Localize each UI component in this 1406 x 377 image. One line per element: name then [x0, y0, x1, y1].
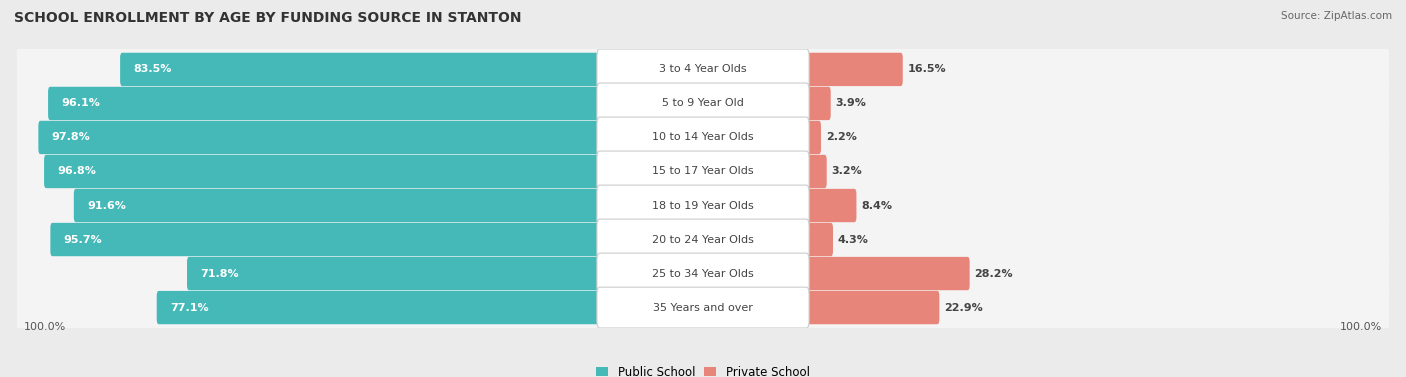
- Text: 20 to 24 Year Olds: 20 to 24 Year Olds: [652, 234, 754, 245]
- FancyBboxPatch shape: [17, 282, 1389, 333]
- Legend: Public School, Private School: Public School, Private School: [592, 361, 814, 377]
- Text: 3.2%: 3.2%: [831, 167, 862, 176]
- Text: 22.9%: 22.9%: [945, 303, 983, 313]
- FancyBboxPatch shape: [598, 219, 808, 260]
- FancyBboxPatch shape: [17, 215, 1389, 265]
- FancyBboxPatch shape: [598, 151, 808, 192]
- Text: 18 to 19 Year Olds: 18 to 19 Year Olds: [652, 201, 754, 210]
- Text: 83.5%: 83.5%: [134, 64, 172, 74]
- Text: 15 to 17 Year Olds: 15 to 17 Year Olds: [652, 167, 754, 176]
- FancyBboxPatch shape: [17, 180, 1389, 231]
- FancyBboxPatch shape: [17, 44, 1389, 95]
- FancyBboxPatch shape: [187, 257, 602, 290]
- FancyBboxPatch shape: [804, 87, 831, 120]
- Text: 25 to 34 Year Olds: 25 to 34 Year Olds: [652, 268, 754, 279]
- Text: 2.2%: 2.2%: [825, 132, 856, 143]
- Text: 100.0%: 100.0%: [24, 322, 66, 332]
- Text: 3 to 4 Year Olds: 3 to 4 Year Olds: [659, 64, 747, 74]
- FancyBboxPatch shape: [17, 112, 1389, 162]
- Text: 71.8%: 71.8%: [200, 268, 239, 279]
- FancyBboxPatch shape: [38, 121, 602, 154]
- FancyBboxPatch shape: [598, 49, 808, 90]
- FancyBboxPatch shape: [156, 291, 602, 324]
- Text: 3.9%: 3.9%: [835, 98, 866, 109]
- Text: 35 Years and over: 35 Years and over: [652, 303, 754, 313]
- FancyBboxPatch shape: [73, 189, 602, 222]
- FancyBboxPatch shape: [598, 83, 808, 124]
- FancyBboxPatch shape: [17, 78, 1389, 129]
- FancyBboxPatch shape: [598, 185, 808, 226]
- Text: 4.3%: 4.3%: [838, 234, 869, 245]
- Text: 16.5%: 16.5%: [908, 64, 946, 74]
- Text: 91.6%: 91.6%: [87, 201, 125, 210]
- FancyBboxPatch shape: [120, 53, 602, 86]
- FancyBboxPatch shape: [804, 155, 827, 188]
- Text: 95.7%: 95.7%: [63, 234, 103, 245]
- Text: 96.1%: 96.1%: [62, 98, 100, 109]
- Text: 97.8%: 97.8%: [52, 132, 90, 143]
- Text: 8.4%: 8.4%: [862, 201, 893, 210]
- FancyBboxPatch shape: [804, 291, 939, 324]
- Text: Source: ZipAtlas.com: Source: ZipAtlas.com: [1281, 11, 1392, 21]
- Text: 10 to 14 Year Olds: 10 to 14 Year Olds: [652, 132, 754, 143]
- Text: SCHOOL ENROLLMENT BY AGE BY FUNDING SOURCE IN STANTON: SCHOOL ENROLLMENT BY AGE BY FUNDING SOUR…: [14, 11, 522, 25]
- FancyBboxPatch shape: [804, 257, 970, 290]
- FancyBboxPatch shape: [804, 121, 821, 154]
- Text: 100.0%: 100.0%: [1340, 322, 1382, 332]
- FancyBboxPatch shape: [48, 87, 602, 120]
- Text: 96.8%: 96.8%: [58, 167, 96, 176]
- FancyBboxPatch shape: [17, 146, 1389, 197]
- FancyBboxPatch shape: [804, 53, 903, 86]
- FancyBboxPatch shape: [17, 248, 1389, 299]
- FancyBboxPatch shape: [44, 155, 602, 188]
- FancyBboxPatch shape: [598, 287, 808, 328]
- FancyBboxPatch shape: [598, 253, 808, 294]
- FancyBboxPatch shape: [804, 223, 832, 256]
- Text: 5 to 9 Year Old: 5 to 9 Year Old: [662, 98, 744, 109]
- FancyBboxPatch shape: [804, 189, 856, 222]
- Text: 28.2%: 28.2%: [974, 268, 1014, 279]
- FancyBboxPatch shape: [51, 223, 602, 256]
- FancyBboxPatch shape: [598, 117, 808, 158]
- Text: 77.1%: 77.1%: [170, 303, 208, 313]
